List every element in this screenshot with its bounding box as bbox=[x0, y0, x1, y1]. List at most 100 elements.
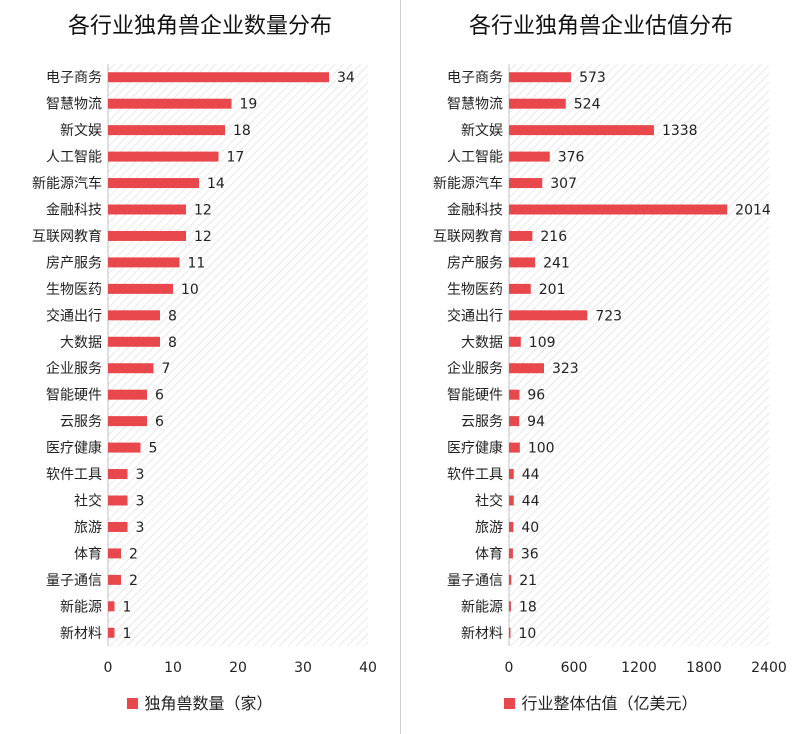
data-label: 11 bbox=[188, 255, 206, 271]
category-label: 医疗健康 bbox=[447, 440, 503, 457]
data-label: 12 bbox=[194, 229, 212, 245]
category-label: 新文娱 bbox=[461, 123, 503, 139]
category-label: 企业服务 bbox=[46, 360, 102, 377]
bar bbox=[509, 283, 531, 294]
bar bbox=[108, 230, 186, 241]
bar bbox=[108, 442, 141, 453]
data-label: 6 bbox=[155, 414, 164, 430]
data-label: 524 bbox=[574, 97, 601, 113]
legend-swatch bbox=[504, 698, 516, 709]
legend-swatch bbox=[127, 698, 139, 709]
bar bbox=[509, 230, 533, 241]
category-label: 云服务 bbox=[60, 414, 102, 430]
category-label: 交通出行 bbox=[46, 307, 102, 324]
category-label: 生物医药 bbox=[46, 282, 102, 298]
bar bbox=[509, 72, 572, 83]
bar bbox=[108, 574, 121, 585]
bar bbox=[108, 495, 128, 506]
valuation-chart-title: 各行业独角兽企业估值分布 bbox=[468, 14, 733, 39]
bar bbox=[509, 389, 520, 400]
category-label: 社交 bbox=[74, 493, 102, 510]
category-label: 大数据 bbox=[60, 335, 102, 351]
category-label: 体育 bbox=[74, 546, 102, 562]
category-label: 金融科技 bbox=[447, 203, 503, 219]
count-chart-panel: 各行业独角兽企业数量分布 电子商务 34 智慧物流 19 新文娱 18 人工智能 17 新能源汽… bbox=[0, 14, 400, 714]
bar bbox=[509, 574, 512, 585]
bar bbox=[509, 601, 511, 612]
category-label: 体育 bbox=[475, 546, 503, 562]
bar bbox=[108, 469, 128, 480]
category-label: 旅游 bbox=[74, 520, 102, 536]
category-label: 软件工具 bbox=[447, 467, 503, 483]
bar bbox=[108, 548, 121, 559]
bar bbox=[108, 125, 225, 136]
bar bbox=[108, 151, 219, 162]
bar bbox=[509, 125, 654, 136]
bar bbox=[509, 204, 728, 215]
bar bbox=[509, 627, 511, 638]
data-label: 3 bbox=[136, 467, 145, 483]
category-label: 新材料 bbox=[461, 626, 503, 642]
bar bbox=[108, 336, 160, 347]
category-label: 量子通信 bbox=[447, 573, 503, 589]
bar bbox=[509, 257, 536, 268]
data-label: 21 bbox=[519, 573, 537, 589]
category-label: 软件工具 bbox=[46, 467, 102, 483]
data-label: 5 bbox=[149, 441, 158, 457]
data-label: 8 bbox=[168, 308, 177, 324]
x-tick-label: 2400 bbox=[751, 660, 787, 676]
data-label: 723 bbox=[595, 308, 622, 324]
category-label: 旅游 bbox=[475, 520, 503, 536]
category-label: 新能源 bbox=[461, 599, 503, 615]
data-label: 8 bbox=[168, 335, 177, 351]
bar bbox=[108, 178, 199, 189]
data-label: 94 bbox=[527, 414, 545, 430]
valuation-chart-svg: 电子商务 573 智慧物流 524 新文娱 1338 人工智能 376 新能源汽车 307 金融科技… bbox=[433, 64, 787, 676]
bar bbox=[108, 601, 115, 612]
bar bbox=[108, 72, 329, 83]
category-label: 互联网教育 bbox=[433, 229, 503, 245]
x-tick-label: 20 bbox=[229, 660, 247, 676]
data-label: 12 bbox=[194, 203, 212, 219]
data-label: 44 bbox=[522, 467, 540, 483]
data-label: 6 bbox=[155, 388, 164, 404]
category-label: 互联网教育 bbox=[32, 229, 102, 245]
data-label: 1 bbox=[123, 599, 132, 615]
data-label: 19 bbox=[240, 97, 258, 113]
bar bbox=[509, 98, 566, 109]
data-label: 40 bbox=[521, 520, 539, 536]
category-label: 智能硬件 bbox=[447, 388, 503, 404]
bar bbox=[108, 521, 128, 532]
category-label: 智慧物流 bbox=[447, 97, 503, 113]
data-label: 109 bbox=[529, 335, 556, 351]
x-tick-label: 1800 bbox=[686, 660, 722, 676]
data-label: 44 bbox=[522, 494, 540, 510]
legend-label: 行业整体估值（亿美元） bbox=[521, 694, 698, 713]
bar bbox=[108, 627, 115, 638]
category-label: 新材料 bbox=[60, 626, 102, 642]
data-label: 1338 bbox=[662, 123, 698, 139]
category-label: 新能源汽车 bbox=[32, 175, 102, 192]
category-label: 新文娱 bbox=[60, 123, 102, 139]
category-label: 医疗健康 bbox=[46, 440, 102, 457]
data-label: 7 bbox=[162, 361, 171, 377]
data-label: 1 bbox=[123, 626, 132, 642]
data-label: 18 bbox=[233, 123, 251, 139]
bar bbox=[108, 98, 232, 109]
bar bbox=[509, 178, 543, 189]
data-label: 100 bbox=[528, 441, 555, 457]
category-label: 企业服务 bbox=[447, 360, 503, 377]
data-label: 573 bbox=[579, 70, 606, 86]
x-tick-label: 30 bbox=[294, 660, 312, 676]
valuation-chart-legend: 行业整体估值（亿美元） bbox=[401, 690, 800, 714]
x-tick-label: 0 bbox=[104, 660, 113, 676]
category-label: 人工智能 bbox=[447, 150, 503, 166]
count-chart-legend: 独角兽数量（家） bbox=[0, 690, 400, 714]
bar bbox=[509, 521, 514, 532]
data-label: 2 bbox=[129, 573, 138, 589]
category-label: 交通出行 bbox=[447, 307, 503, 324]
category-label: 电子商务 bbox=[447, 70, 503, 86]
category-label: 云服务 bbox=[461, 414, 503, 430]
x-tick-label: 0 bbox=[505, 660, 514, 676]
